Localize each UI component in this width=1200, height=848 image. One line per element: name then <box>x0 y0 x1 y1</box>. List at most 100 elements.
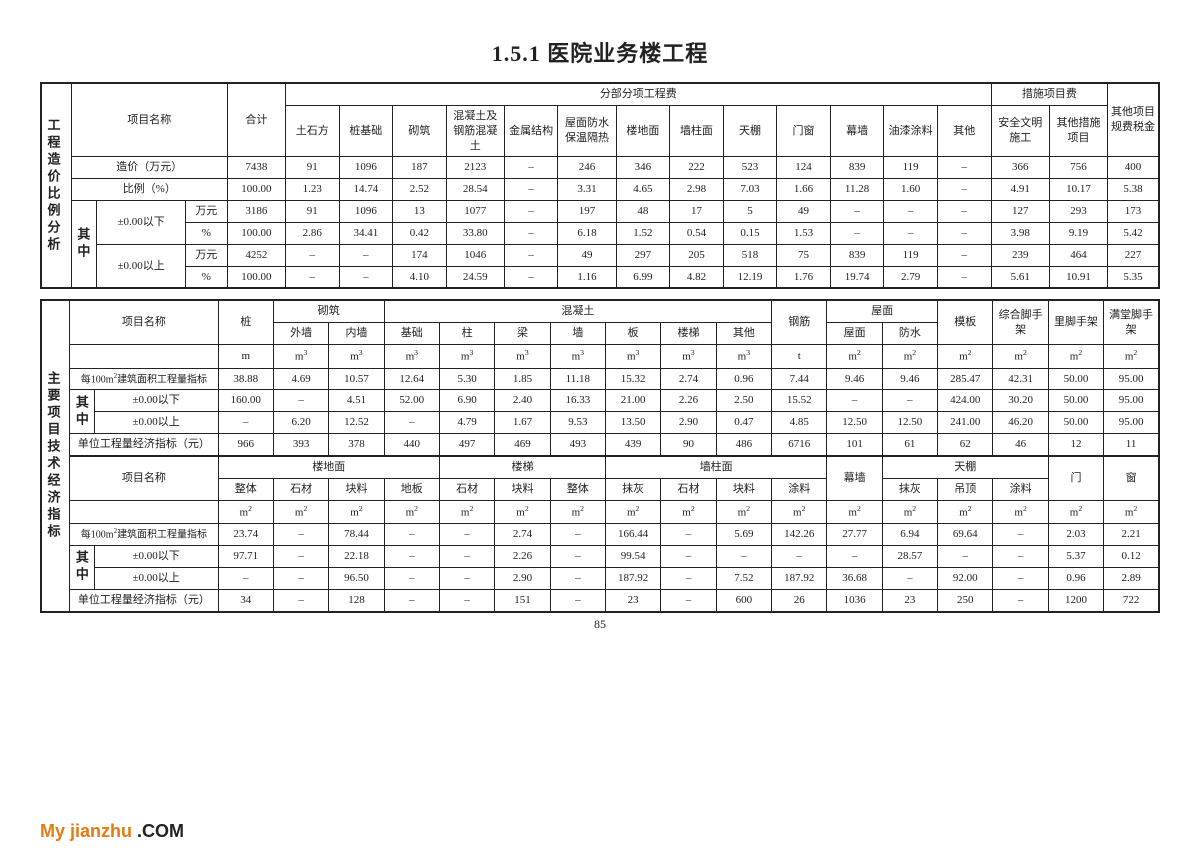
data-cell: – <box>993 546 1048 568</box>
data-cell: 2123 <box>446 157 504 179</box>
data-cell: – <box>339 244 393 266</box>
s2-q0: 抹灰 <box>605 478 660 500</box>
data-cell: 46.20 <box>993 412 1048 434</box>
g-gj: 钢筋 <box>772 300 827 344</box>
data-cell: – <box>993 589 1048 611</box>
data-cell: 91 <box>286 157 340 179</box>
g2-men: 门 <box>1048 456 1103 500</box>
s2-t1: 块料 <box>495 478 550 500</box>
data-cell: 3.31 <box>558 179 616 201</box>
data-cell: 16.33 <box>550 390 605 412</box>
data-cell: 4.51 <box>329 390 384 412</box>
t2s2-xmmc: 项目名称 <box>70 456 218 500</box>
t2s2-qz: 其中 <box>72 550 90 584</box>
s2-p1: 吊顶 <box>938 478 993 500</box>
data-cell: 5.30 <box>439 368 494 390</box>
data-cell: 4.65 <box>616 179 670 201</box>
data-cell: 24.59 <box>446 266 504 288</box>
data-cell: 241.00 <box>938 412 993 434</box>
data-cell: 6.20 <box>273 412 328 434</box>
t1-c11: 油漆涂料 <box>884 105 938 157</box>
data-cell: 101 <box>827 434 882 456</box>
data-cell: 19.74 <box>830 266 884 288</box>
data-cell: 5.61 <box>991 266 1049 288</box>
data-cell: 91 <box>286 201 340 223</box>
data-cell: – <box>384 412 439 434</box>
g-zhsj: 综合脚手架 <box>993 300 1048 344</box>
data-cell: 26 <box>772 589 827 611</box>
g2-lt: 楼梯 <box>439 456 605 478</box>
data-cell: – <box>937 266 991 288</box>
data-cell: m2 <box>1048 345 1103 369</box>
s-h1: 柱 <box>439 323 494 345</box>
data-cell: 187.92 <box>605 567 660 589</box>
data-cell: – <box>439 589 494 611</box>
data-cell: m2 <box>439 500 494 524</box>
data-cell: – <box>937 201 991 223</box>
data-cell: 42.31 <box>993 368 1048 390</box>
data-cell: 78.44 <box>329 524 384 546</box>
data-cell: 4.79 <box>439 412 494 434</box>
t2s1-r1-lbl: 每100m2建筑面积工程量指标 <box>70 368 218 390</box>
data-cell: m3 <box>550 345 605 369</box>
data-cell: – <box>937 244 991 266</box>
data-cell: – <box>273 524 328 546</box>
data-cell: 34 <box>218 589 273 611</box>
data-cell: – <box>830 222 884 244</box>
data-cell: m2 <box>550 500 605 524</box>
data-cell: 839 <box>830 157 884 179</box>
data-cell: 75 <box>777 244 831 266</box>
data-cell: 1.76 <box>777 266 831 288</box>
data-cell: – <box>550 524 605 546</box>
data-cell: 2.74 <box>661 368 716 390</box>
s2-t2: 整体 <box>550 478 605 500</box>
t2s1-r1: 每100m2建筑面积工程量指标38.884.6910.5712.645.301.… <box>41 368 1159 390</box>
data-cell: 1.53 <box>777 222 831 244</box>
data-cell: m2 <box>993 345 1048 369</box>
data-cell: 2.50 <box>716 390 771 412</box>
t1-c2: 砌筑 <box>393 105 447 157</box>
t2s1-qz: 其中 <box>72 395 90 429</box>
data-cell: 440 <box>384 434 439 456</box>
data-cell: 10.91 <box>1049 266 1107 288</box>
data-cell: 2.98 <box>670 179 724 201</box>
s2-p0: 抹灰 <box>882 478 937 500</box>
data-cell: – <box>550 546 605 568</box>
t1-bl-row: 比例（%）100.001.2314.742.5228.54–3.314.652.… <box>41 179 1159 201</box>
data-cell: m2 <box>329 500 384 524</box>
data-cell: – <box>937 157 991 179</box>
t2s2-r1: 每100m2建筑面积工程量指标23.74–78.44––2.74–166.44–… <box>41 524 1159 546</box>
data-cell: 12.50 <box>882 412 937 434</box>
data-cell: m2 <box>938 345 993 369</box>
t1-qz: 其中 <box>74 227 92 261</box>
data-cell: – <box>273 567 328 589</box>
data-cell: 5.37 <box>1048 546 1103 568</box>
s-w1: 防水 <box>882 323 937 345</box>
s2-q2: 块料 <box>716 478 771 500</box>
data-cell: m2 <box>827 345 882 369</box>
data-cell: 2.89 <box>1104 567 1159 589</box>
data-cell: 246 <box>558 157 616 179</box>
t2s1-econ: 单位工程量经济指标（元）9663933784404974694934399048… <box>41 434 1159 456</box>
t2s2-below: 其中 ±0.00以下 97.71–22.18––2.26–99.54––––28… <box>41 546 1159 568</box>
t2s2-r1-lbl: 每100m2建筑面积工程量指标 <box>70 524 218 546</box>
data-cell: 1.67 <box>495 412 550 434</box>
data-cell: – <box>661 589 716 611</box>
data-cell: 227 <box>1108 244 1159 266</box>
data-cell: m3 <box>661 345 716 369</box>
data-cell: 493 <box>550 434 605 456</box>
data-cell: 1.66 <box>777 179 831 201</box>
s-h3: 墙 <box>550 323 605 345</box>
data-cell: 839 <box>830 244 884 266</box>
tech-econ-table: 主要项目技术经济指标 项目名称 桩 砌筑 混凝土 钢筋 屋面 模板 综合脚手架 … <box>40 299 1160 612</box>
data-cell: – <box>772 546 827 568</box>
data-cell: – <box>339 266 393 288</box>
data-cell: m2 <box>495 500 550 524</box>
data-cell: 12.52 <box>329 412 384 434</box>
data-cell: m2 <box>661 500 716 524</box>
s2-q3: 涂料 <box>772 478 827 500</box>
data-cell: 119 <box>884 157 938 179</box>
g-zhuang: 桩 <box>218 300 273 344</box>
g2-mq: 幕墙 <box>827 456 882 500</box>
page-title: 1.5.1 医院业务楼工程 <box>40 36 1160 68</box>
